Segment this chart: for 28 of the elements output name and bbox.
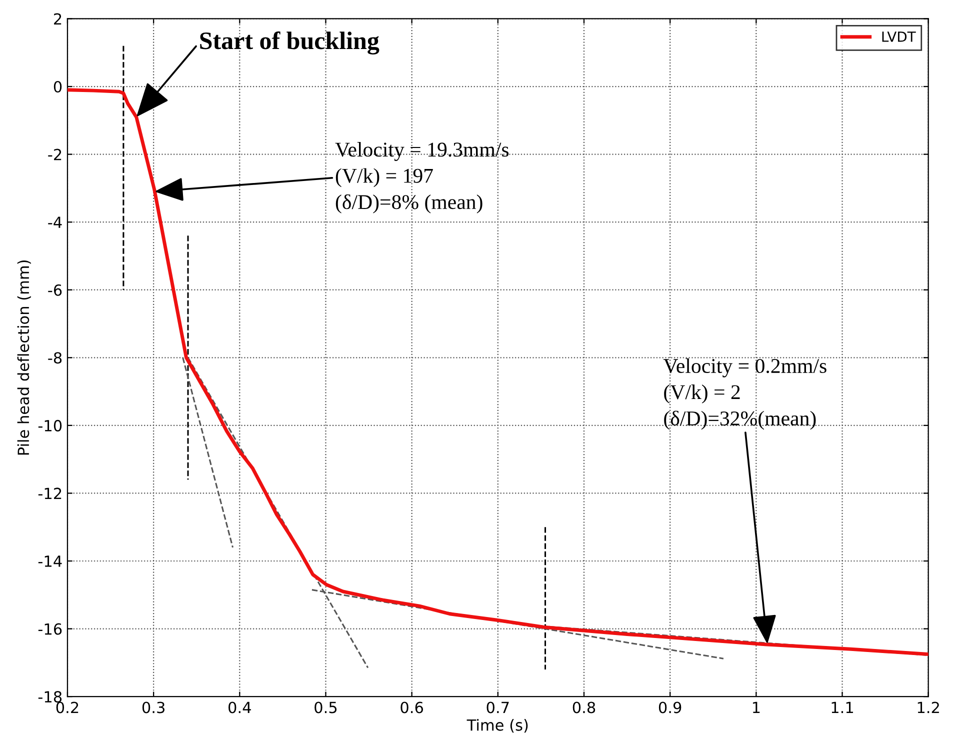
- x-tick-label: 0.9: [658, 702, 682, 714]
- y-tick-label: 0: [54, 80, 62, 93]
- y-tick-label: -14: [38, 556, 62, 567]
- x-tick-label: 0.5: [314, 702, 337, 714]
- y-tick-label: -8: [48, 352, 62, 364]
- x-axis-title: Time (s): [466, 718, 528, 733]
- x-tick-label: 0.2: [56, 702, 78, 714]
- y-tick-label: -2: [48, 148, 62, 160]
- annotation: Start of buckling: [200, 31, 380, 55]
- x-tick-label: 0.6: [400, 702, 424, 714]
- x-tick-label: 1: [752, 702, 760, 714]
- y-axis-title: Pile head deflection (mm): [17, 260, 31, 455]
- annotation: Velocity = 0.2mm/s (V/k) = 2 (δ/D)=32%(mean): [663, 358, 826, 430]
- y-tick-label: -10: [38, 420, 62, 432]
- x-tick-label: 1.2: [918, 702, 939, 714]
- x-tick-label: 0.8: [572, 702, 596, 714]
- x-tick-label: 0.4: [228, 702, 251, 714]
- legend-label: LVDT: [882, 32, 916, 42]
- annotation: Velocity = 19.3mm/s (V/k) = 197 (δ/D)=8% (mean): [335, 142, 509, 214]
- x-tick-label: 0.7: [486, 702, 509, 714]
- x-tick-label: 1.1: [832, 702, 853, 714]
- y-tick-label: -4: [48, 216, 62, 228]
- x-tick-label: 0.3: [142, 702, 164, 714]
- y-tick-label: -12: [38, 488, 62, 500]
- y-tick-label: 2: [54, 13, 62, 25]
- y-tick-label: -18: [38, 691, 62, 703]
- y-tick-label: -6: [48, 284, 62, 296]
- y-tick-label: -16: [38, 623, 62, 635]
